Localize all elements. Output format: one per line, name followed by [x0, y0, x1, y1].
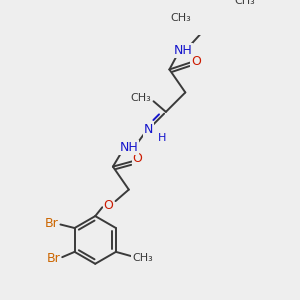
Text: Br: Br [45, 217, 58, 230]
Text: N: N [143, 123, 153, 136]
Text: O: O [133, 152, 142, 165]
Text: O: O [103, 199, 113, 212]
Text: CH₃: CH₃ [132, 253, 153, 263]
Text: O: O [191, 55, 201, 68]
Text: Br: Br [46, 251, 60, 265]
Text: CH₃: CH₃ [234, 0, 255, 6]
Text: NH: NH [119, 141, 138, 154]
Text: CH₃: CH₃ [131, 93, 152, 103]
Text: NH: NH [173, 44, 192, 56]
Text: CH₃: CH₃ [170, 13, 191, 23]
Text: H: H [158, 134, 166, 143]
